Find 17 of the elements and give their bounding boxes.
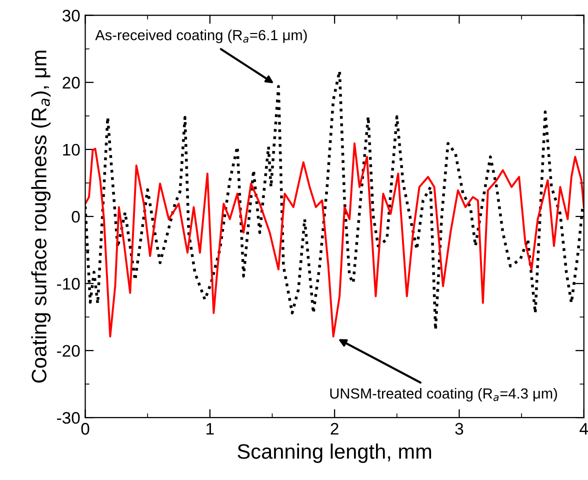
- y-tick-label: -20: [57, 344, 80, 357]
- y-tick-label: -10: [57, 278, 80, 290]
- y-tick-label: 10: [63, 144, 80, 156]
- y-tick-label: 0: [72, 210, 80, 223]
- line-series: [85, 142, 584, 338]
- y-tick-label: 30: [62, 10, 80, 22]
- annotation: As-received coating (R$_{a}$=6.1 μm): [95, 30, 307, 44]
- y-tick-label: 20: [62, 76, 80, 89]
- x-axis-title: Scanning length, mm: [238, 444, 432, 463]
- x-tick-label: 4: [580, 423, 588, 435]
- y-axis-title: Coating surface roughness (R$_{a}$), μm: [31, 50, 51, 383]
- x-tick-label: 0: [81, 422, 90, 435]
- x-tick-label: 3: [455, 422, 464, 435]
- annotation: UNSM-treated coating (R$_{a}$=4.3 μm): [330, 388, 558, 402]
- x-tick-label: 2: [330, 422, 338, 435]
- x-tick-label: 1: [206, 423, 214, 435]
- y-tick-label: -30: [57, 412, 80, 424]
